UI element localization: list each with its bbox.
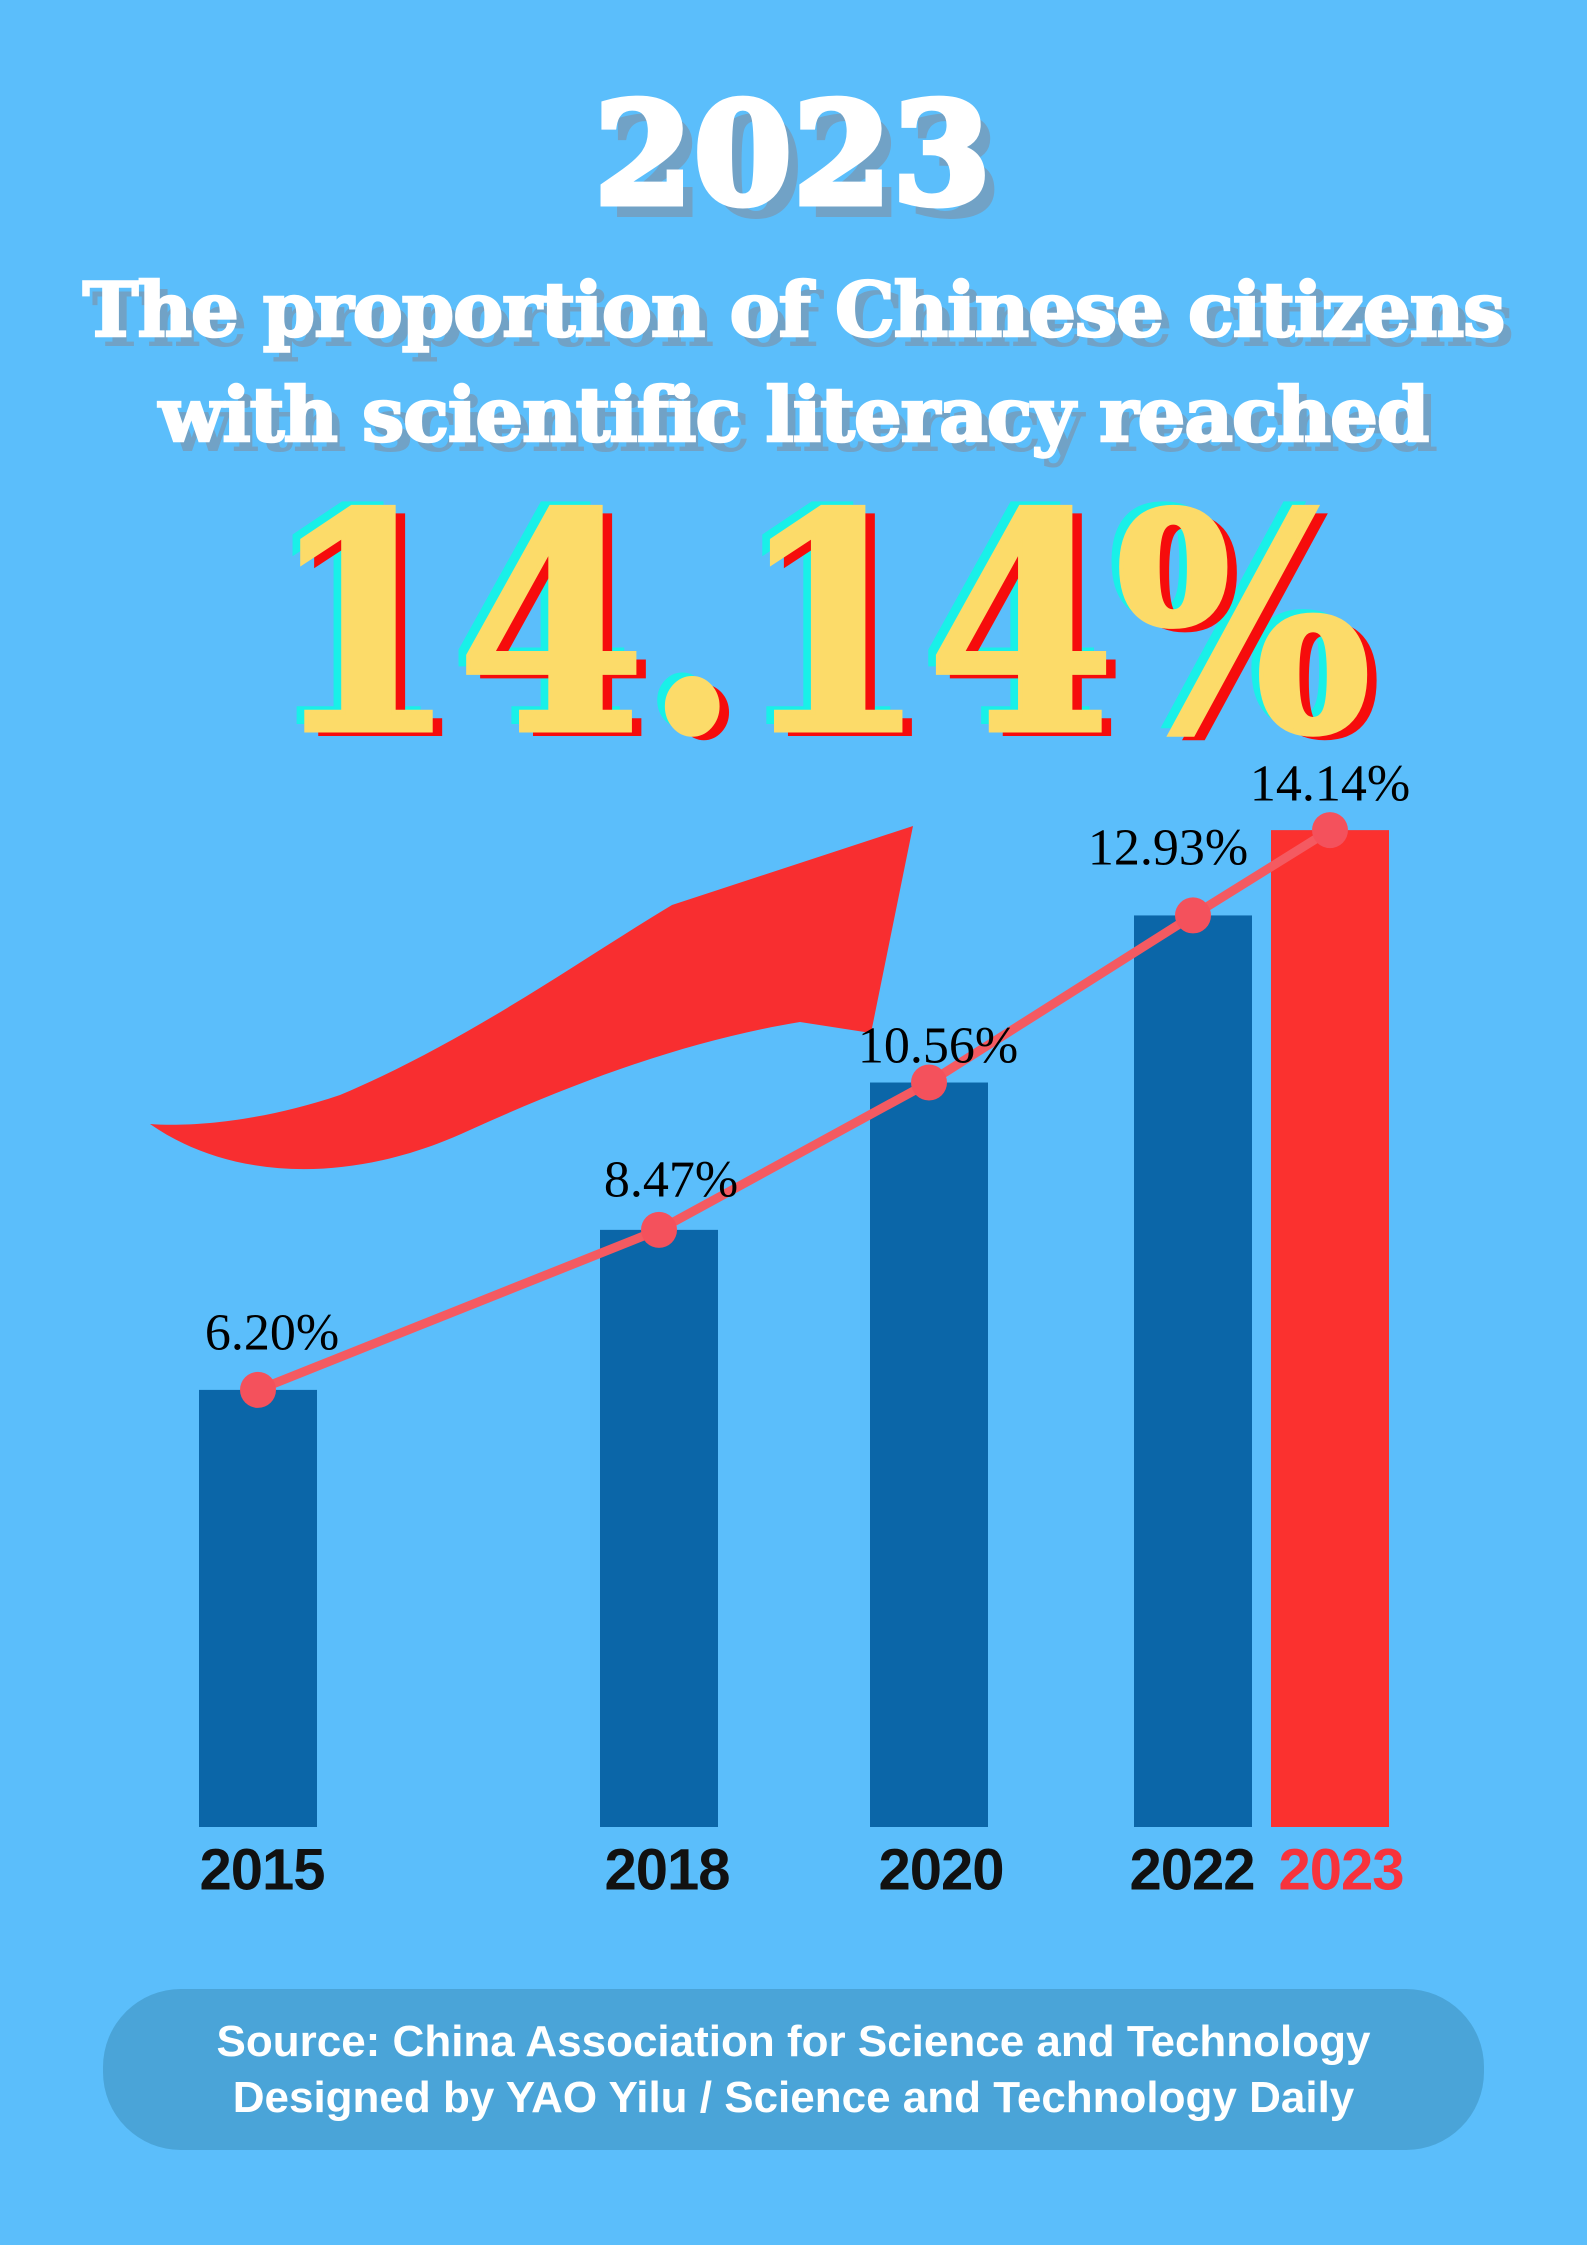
source-banner: Source: China Association for Science an… [103,1989,1484,2150]
page-subtitle: The proportion of Chinese citizens with … [0,258,1587,468]
source-line: Source: China Association for Science an… [216,2016,1371,2066]
trend-dot-2020 [911,1064,947,1101]
bar-2015 [199,1389,317,1827]
value-label-2015: 6.20% [204,1304,340,1362]
value-label-2022: 12.93% [1087,819,1249,877]
highlight-value: 14.14% [267,448,1374,801]
value-label-2018: 8.47% [603,1151,739,1209]
year-label-2023: 2023 [1278,1837,1404,1903]
trend-dot-2023 [1312,812,1348,849]
page-title-year: 2023 [591,70,994,241]
growth-arrow-icon [150,826,913,1170]
year-label-2022: 2022 [1129,1837,1255,1903]
designer-line: Designed by YAO Yilu / Science and Techn… [232,2072,1355,2122]
year-label-2015: 2015 [199,1837,325,1903]
subtitle-line1: The proportion of Chinese citizens [81,265,1506,356]
value-label-2020: 10.56% [857,1017,1019,1075]
trend-dot-2018 [641,1211,677,1248]
trend-dot-2015 [240,1371,276,1408]
bar-2018 [600,1229,718,1827]
bar-2023 [1271,830,1389,1827]
value-label-2023: 14.14% [1249,755,1411,813]
subtitle-line2: with scientific literacy reached [157,370,1430,461]
bar-2020 [870,1082,988,1827]
trend-dot-2022 [1175,897,1211,934]
year-label-2020: 2020 [878,1837,1004,1903]
bar-2022 [1134,915,1252,1827]
year-label-2018: 2018 [604,1837,730,1903]
